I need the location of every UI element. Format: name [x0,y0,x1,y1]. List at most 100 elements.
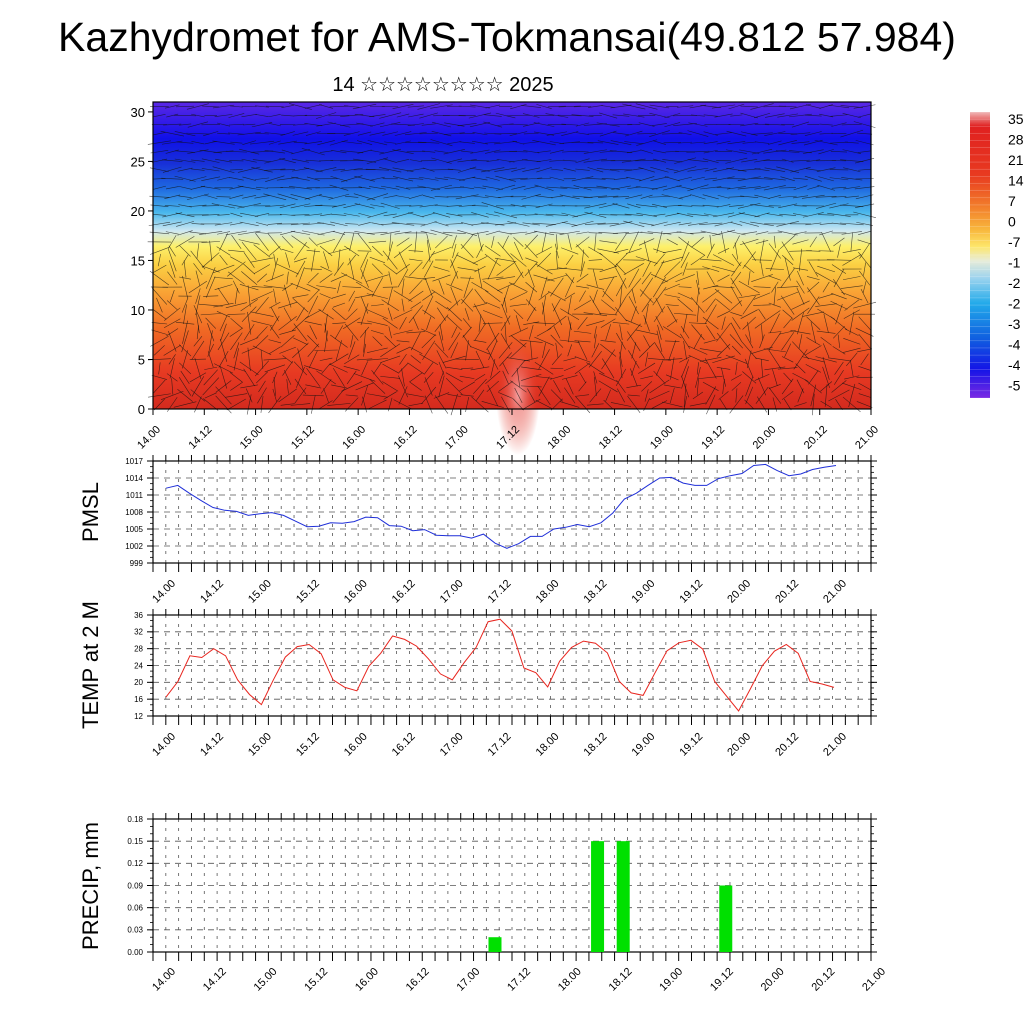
wind-barb [176,141,194,144]
wind-barb [494,133,517,135]
wind-barb [776,166,800,173]
wind-barb [396,263,410,275]
wind-barb [461,222,474,226]
wind-barb [332,302,346,308]
wind-barb [831,196,847,198]
wind-barb [232,280,240,294]
wind-barb [793,349,808,370]
wind-barb [503,297,508,313]
wind-barb [186,103,209,110]
wind-barb [773,235,776,249]
wind-barb [535,203,553,209]
wind-barb [481,202,504,210]
pmsl-y-axis-label: PMSL [78,482,103,542]
wind-barb [780,268,795,288]
wind-barb [367,211,388,219]
wind-barb [619,284,623,308]
precip-y-tick-label: 0.12 [127,859,143,868]
wind-barb [242,176,256,181]
wind-barb [778,203,798,209]
wind-barb [176,221,195,227]
wind-barb [863,262,866,276]
wind-barb [392,104,414,110]
wind-barb [678,286,692,288]
wind-barb [654,260,665,278]
wind-barb [688,354,708,364]
wind-barb [550,195,563,198]
wind-barb [831,186,847,189]
wind-barb [434,314,449,333]
wind-barb [307,290,320,303]
wind-barb [395,185,411,190]
wind-barb [228,132,245,135]
temp-y-tick-label: 24 [134,661,143,670]
wind-barb [175,150,195,153]
wind-barb [370,150,385,154]
wind-barb [856,221,873,226]
wind-barb [396,237,410,247]
wind-barb [535,246,553,256]
wind-barb [833,325,845,339]
wind-barb [250,311,274,317]
pmsl-x-tick-label: 14.12 [198,578,226,606]
wind-barb [183,260,187,278]
wind-barb [523,185,539,190]
wind-barb [669,387,675,404]
wind-barb [820,400,832,409]
wind-barb [655,360,663,376]
wind-barb [703,141,718,145]
wind-barb [331,308,346,321]
colorbar-label: -3 [1008,316,1021,332]
wind-barb [831,222,847,226]
wind-barb [716,204,731,208]
wind-barb [397,159,410,163]
colorbar-label: -7 [1008,234,1021,250]
wind-barb [831,122,847,127]
wind-barb [305,131,321,136]
wind-barb [664,283,681,291]
wind-barb [588,259,602,261]
wind-barb [421,328,437,336]
wind-barb [649,104,670,109]
wind-barb [612,114,630,117]
wind-barb [654,253,665,267]
wind-barb [745,386,754,405]
wind-barb [533,230,555,236]
wind-barb [840,285,863,289]
wind-barb [311,395,316,414]
colorbar-label: -4 [1008,337,1021,353]
wind-barb [394,131,412,136]
wind-barb [293,242,307,260]
wind-barb [281,236,294,248]
heatmap-x-tick-label: 20.00 [751,424,779,452]
wind-barb [329,353,349,366]
wind-barb [564,387,576,404]
wind-barb [702,381,719,391]
wind-barb [802,311,825,317]
wind-barb [381,222,400,225]
wind-barb [182,350,189,369]
wind-barb [768,384,781,389]
wind-barb [446,283,463,291]
wind-barb [461,367,474,370]
temp-x-tick-label: 19.12 [677,731,705,759]
wind-barb [610,402,632,407]
wind-barb [814,139,838,146]
wind-barb [696,306,699,323]
wind-barb [593,371,598,384]
wind-barb [562,159,577,162]
wind-barb [481,401,504,408]
wind-barb [280,403,295,406]
wind-barb [446,204,462,207]
wind-barb [643,314,650,332]
wind-barb [849,311,855,335]
wind-barb [393,309,413,319]
wind-barb [551,353,562,366]
wind-barb [862,281,867,294]
wind-barb [690,141,706,144]
wind-barb [806,168,821,172]
wind-barb [431,157,452,164]
wind-barb [278,316,297,331]
wind-barb [812,393,815,416]
wind-barb [715,132,732,135]
